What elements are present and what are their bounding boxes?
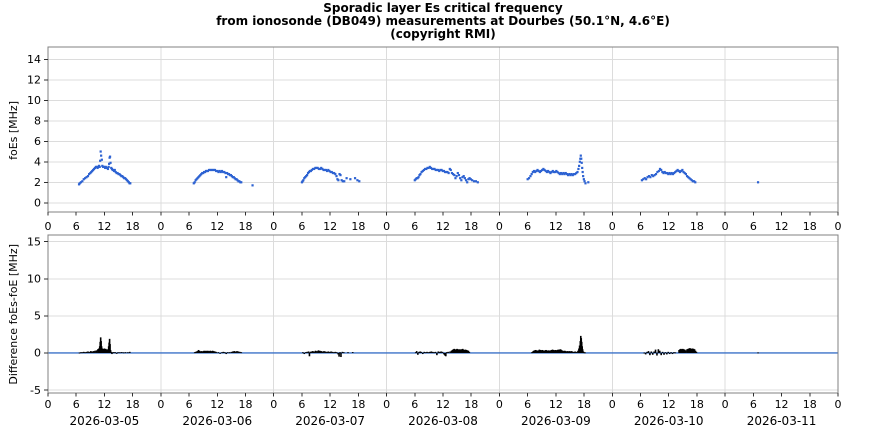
axis-tick-label: 6: [73, 398, 80, 411]
axis-tick-label: 12: [97, 220, 111, 233]
axis-tick-label: 8: [34, 115, 41, 128]
chart-title-line1: Sporadic layer Es critical frequency: [323, 1, 563, 15]
date-label: 2026-03-05: [70, 414, 140, 428]
axis-tick-label: 0: [722, 398, 729, 411]
foes-difference-plot-frame: [47, 234, 839, 394]
chart-title-line3: (copyright RMI): [390, 27, 496, 41]
axis-tick-label: 18: [351, 398, 365, 411]
axis-tick-label: 0: [835, 220, 842, 233]
foes-scatter-gridlines: [48, 47, 838, 212]
axis-tick-label: 6: [411, 398, 418, 411]
axis-tick-label: 6: [411, 220, 418, 233]
axis-tick-label: 0: [496, 398, 503, 411]
axis-tick-label: 0: [34, 347, 41, 360]
axis-tick-label: 0: [45, 398, 52, 411]
axis-tick-label: 6: [750, 220, 757, 233]
foes-scatter-panel: 0 6 12 18 0 6 12 18 0 6 12 18 0 6 12 18 0 6 12 18 0 6 12 18 0 6 12…: [27, 46, 842, 233]
axis-tick-label: 6: [637, 220, 644, 233]
axis-tick-label: 12: [210, 398, 224, 411]
axis-tick-label: 0: [496, 220, 503, 233]
axis-tick-label: 0: [835, 398, 842, 411]
axis-tick-label: 6: [73, 220, 80, 233]
axis-tick-label: 6: [298, 220, 305, 233]
axis-tick-label: 18: [803, 220, 817, 233]
axis-tick-label: 18: [690, 398, 704, 411]
date-label: 2026-03-11: [747, 414, 817, 428]
axis-tick-label: 5: [34, 310, 41, 323]
date-label: 2026-03-09: [521, 414, 591, 428]
foes-scatter-data: [77, 150, 760, 187]
axis-tick-label: 12: [662, 220, 676, 233]
axis-tick-label: 12: [662, 398, 676, 411]
axis-tick-label: -5: [30, 384, 41, 397]
axis-tick-label: 0: [609, 220, 616, 233]
axis-tick-label: 0: [157, 220, 164, 233]
axis-tick-label: 12: [323, 398, 337, 411]
axis-tick-label: 18: [577, 398, 591, 411]
axis-tick-label: 18: [351, 220, 365, 233]
axis-tick-label: 6: [524, 220, 531, 233]
axis-tick-label: 12: [210, 220, 224, 233]
axis-tick-label: 12: [27, 74, 41, 87]
foes-difference-panel: 0 6 12 18 0 6 12 18 0 6 12 18 0 6 12 18 0 6 12 18 0 6 12 18 0 6 12…: [27, 234, 842, 428]
axis-tick-label: 6: [186, 398, 193, 411]
axis-tick-label: 18: [239, 398, 253, 411]
axis-tick-label: 12: [549, 220, 563, 233]
axis-tick-label: 18: [239, 220, 253, 233]
axis-tick-label: 0: [609, 398, 616, 411]
date-label: 2026-03-07: [295, 414, 365, 428]
axis-tick-label: 15: [27, 235, 41, 248]
axis-tick-label: 12: [436, 398, 450, 411]
axis-tick-label: 6: [298, 398, 305, 411]
axis-tick-label: 18: [577, 220, 591, 233]
axis-tick-label: 12: [436, 220, 450, 233]
axis-tick-label: 12: [775, 398, 789, 411]
axis-tick-label: 12: [323, 220, 337, 233]
chart-title: Sporadic layer Es critical frequency fro…: [0, 2, 886, 41]
foes-scatter-plot-frame: [47, 46, 839, 213]
axis-tick-label: 4: [34, 156, 41, 169]
axis-tick-label: 6: [637, 398, 644, 411]
axis-tick-label: 10: [27, 273, 41, 286]
axis-tick-label: 0: [34, 197, 41, 210]
chart-title-line2: from ionosonde (DB049) measurements at D…: [216, 14, 670, 28]
axis-tick-label: 18: [803, 398, 817, 411]
axis-tick-label: 10: [27, 94, 41, 107]
axis-tick-label: 6: [524, 398, 531, 411]
foes-difference-data: [78, 335, 759, 358]
axis-tick-label: 18: [126, 220, 140, 233]
axis-tick-label: 0: [722, 220, 729, 233]
axis-tick-label: 0: [270, 398, 277, 411]
date-label: 2026-03-10: [634, 414, 704, 428]
axis-tick-label: 2: [34, 176, 41, 189]
axis-tick-label: 12: [775, 220, 789, 233]
axis-tick-label: 0: [157, 398, 164, 411]
axis-tick-label: 14: [27, 53, 41, 66]
axis-tick-label: 18: [690, 220, 704, 233]
axis-tick-label: 6: [34, 135, 41, 148]
axis-tick-label: 6: [750, 398, 757, 411]
axis-tick-label: 12: [549, 398, 563, 411]
foes-difference-gridlines: [48, 235, 838, 393]
foes-difference-axes: 0 6 12 18 0 6 12 18 0 6 12 18 0 6 12 18 0 6 12 18 0 6 12 18 0 6 12…: [27, 235, 842, 428]
axis-tick-label: 0: [383, 398, 390, 411]
axis-tick-label: 0: [270, 220, 277, 233]
foes-scatter-axes: 0 6 12 18 0 6 12 18 0 6 12 18 0 6 12 18 0 6 12 18 0 6 12 18 0 6 12…: [27, 53, 842, 233]
date-label: 2026-03-08: [408, 414, 478, 428]
date-label: 2026-03-06: [182, 414, 252, 428]
axis-tick-label: 18: [464, 398, 478, 411]
axis-tick-label: 0: [383, 220, 390, 233]
axis-tick-label: 6: [186, 220, 193, 233]
axis-tick-label: 18: [464, 220, 478, 233]
axis-tick-label: 12: [97, 398, 111, 411]
axis-tick-label: 18: [126, 398, 140, 411]
axis-tick-label: 0: [45, 220, 52, 233]
